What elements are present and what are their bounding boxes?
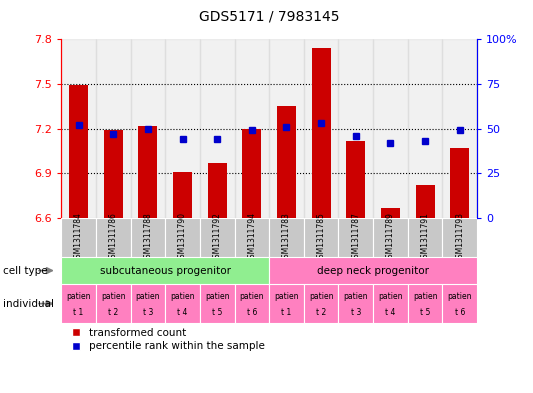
Text: GSM1311784: GSM1311784	[74, 212, 83, 263]
Text: GSM1311791: GSM1311791	[421, 212, 430, 263]
Bar	[381, 208, 400, 218]
Text: subcutaneous progenitor: subcutaneous progenitor	[100, 266, 231, 276]
Bar	[312, 48, 330, 218]
Text: GSM1311788: GSM1311788	[143, 212, 152, 263]
Bar	[269, 284, 304, 323]
Text: t 5: t 5	[420, 308, 430, 317]
Bar	[450, 148, 469, 218]
Text: GSM1311783: GSM1311783	[282, 212, 291, 263]
Bar	[104, 130, 123, 218]
Text: patien: patien	[413, 292, 437, 301]
Bar	[304, 218, 338, 257]
Bar	[235, 39, 269, 218]
Bar	[373, 284, 408, 323]
Text: GSM1311789: GSM1311789	[386, 212, 395, 263]
Bar	[96, 284, 131, 323]
Bar	[235, 218, 269, 257]
Bar	[173, 172, 192, 218]
Text: patien: patien	[136, 292, 160, 301]
Bar	[338, 218, 373, 257]
Bar	[165, 284, 200, 323]
Text: t 1: t 1	[281, 308, 292, 317]
Bar	[346, 141, 365, 218]
Text: t 4: t 4	[177, 308, 188, 317]
Text: GSM1311793: GSM1311793	[455, 212, 464, 263]
Text: t 2: t 2	[316, 308, 326, 317]
Bar	[235, 284, 269, 323]
Bar	[165, 39, 200, 218]
Text: patien: patien	[309, 292, 333, 301]
Text: t 4: t 4	[385, 308, 395, 317]
Text: GSM1311785: GSM1311785	[317, 212, 326, 263]
Bar	[96, 39, 131, 218]
Bar	[208, 163, 227, 218]
Text: patien: patien	[344, 292, 368, 301]
Bar	[131, 39, 165, 218]
Bar	[131, 218, 165, 257]
Text: cell type: cell type	[3, 266, 47, 276]
Bar	[338, 39, 373, 218]
Bar	[61, 284, 96, 323]
Text: deep neck progenitor: deep neck progenitor	[317, 266, 429, 276]
Legend: transformed count, percentile rank within the sample: transformed count, percentile rank withi…	[67, 324, 270, 356]
Bar	[277, 107, 296, 218]
Bar	[373, 218, 408, 257]
Bar	[408, 39, 442, 218]
Bar	[96, 218, 131, 257]
Bar	[408, 284, 442, 323]
Text: t 3: t 3	[351, 308, 361, 317]
Bar	[200, 218, 235, 257]
Bar	[61, 218, 96, 257]
Text: t 5: t 5	[212, 308, 222, 317]
Text: t 6: t 6	[455, 308, 465, 317]
Bar	[269, 218, 304, 257]
Text: patien: patien	[67, 292, 91, 301]
Bar	[408, 218, 442, 257]
Text: GSM1311794: GSM1311794	[247, 212, 256, 263]
Bar	[61, 39, 96, 218]
Bar	[373, 39, 408, 218]
Text: t 2: t 2	[108, 308, 118, 317]
Text: patien: patien	[274, 292, 298, 301]
Bar	[304, 284, 338, 323]
Bar	[139, 126, 157, 218]
Bar	[131, 284, 165, 323]
Text: patien: patien	[171, 292, 195, 301]
Bar	[61, 257, 269, 284]
Text: individual: individual	[3, 299, 54, 309]
Text: patien: patien	[378, 292, 402, 301]
Text: patien: patien	[448, 292, 472, 301]
Text: patien: patien	[240, 292, 264, 301]
Bar	[200, 39, 235, 218]
Bar	[416, 185, 434, 218]
Text: patien: patien	[205, 292, 229, 301]
Bar	[442, 284, 477, 323]
Text: t 1: t 1	[74, 308, 84, 317]
Text: GSM1311787: GSM1311787	[351, 212, 360, 263]
Text: GSM1311792: GSM1311792	[213, 212, 222, 263]
Bar	[269, 39, 304, 218]
Text: patien: patien	[101, 292, 125, 301]
Bar	[69, 86, 88, 218]
Bar	[269, 257, 477, 284]
Text: t 3: t 3	[143, 308, 153, 317]
Bar	[442, 218, 477, 257]
Bar	[243, 129, 261, 218]
Text: t 6: t 6	[247, 308, 257, 317]
Bar	[338, 284, 373, 323]
Bar	[442, 39, 477, 218]
Text: GSM1311786: GSM1311786	[109, 212, 118, 263]
Text: GSM1311790: GSM1311790	[178, 212, 187, 263]
Bar	[165, 218, 200, 257]
Text: GDS5171 / 7983145: GDS5171 / 7983145	[199, 9, 340, 24]
Bar	[200, 284, 235, 323]
Bar	[304, 39, 338, 218]
